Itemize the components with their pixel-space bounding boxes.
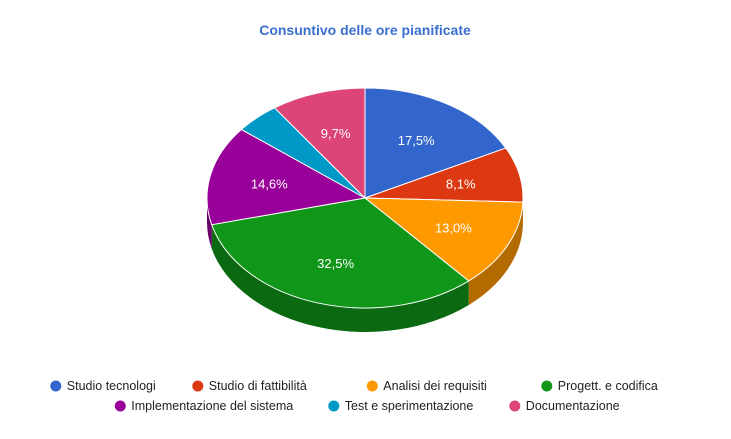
legend-item-studio-di-fattibilita[interactable]: Studio di fattibilità (192, 379, 307, 393)
pie-slice-analisi-dei-requisiti[interactable] (363, 197, 524, 282)
legend-label-analisi-dei-requisiti: Analisi dei requisiti (383, 379, 487, 393)
slice-label-analisi-dei-requisiti: 13,0% (435, 220, 472, 235)
legend-label-documentazione: Documentazione (526, 399, 620, 413)
legend-label-progett-e-codifica: Progett. e codifica (558, 379, 658, 393)
legend: Studio tecnologi Studio di fattibilità Ana… (50, 379, 658, 413)
pie-slice-documentazione[interactable] (273, 87, 366, 200)
legend-label-implementazione-del-sistema: Implementazione del sistema (131, 399, 293, 413)
legend-marker-studio-di-fattibilita (192, 380, 204, 392)
pie-side-implementazione-del-sistema (207, 198, 212, 249)
pie-side-progett-e-codifica (211, 224, 469, 332)
legend-item-documentazione[interactable]: Documentazione (509, 399, 620, 413)
pie-labels: 17,5% 8,1% 13,0% 32,5% 14,6% 9,7% (251, 126, 476, 271)
legend-label-studio-di-fattibilita: Studio di fattibilità (209, 379, 307, 393)
legend-item-analisi-dei-requisiti[interactable]: Analisi dei requisiti (366, 379, 487, 393)
legend-item-test-e-sperimentazione[interactable]: Test e sperimentazione (328, 399, 473, 413)
pie-slice-progett-e-codifica[interactable] (211, 197, 470, 309)
legend-label-test-e-sperimentazione: Test e sperimentazione (345, 399, 474, 413)
legend-item-progett-e-codifica[interactable]: Progett. e codifica (541, 379, 658, 393)
legend-item-implementazione-del-sistema[interactable]: Implementazione del sistema (114, 399, 293, 413)
chart-title: Consuntivo delle ore pianificate (259, 22, 471, 38)
legend-marker-implementazione-del-sistema (114, 400, 126, 412)
pie-slices (206, 87, 524, 309)
slice-label-studio-tecnologi: 17,5% (398, 133, 435, 148)
legend-marker-progett-e-codifica (541, 380, 553, 392)
legend-marker-analisi-dei-requisiti (366, 380, 378, 392)
pie-slice-implementazione-del-sistema[interactable] (206, 128, 367, 226)
slice-label-studio-di-fattibilita: 8,1% (446, 176, 476, 191)
legend-marker-studio-tecnologi (50, 380, 62, 392)
legend-label-studio-tecnologi: Studio tecnologi (67, 379, 156, 393)
slice-label-implementazione-del-sistema: 14,6% (251, 177, 288, 192)
legend-marker-documentazione (509, 400, 521, 412)
pie-slice-studio-tecnologi[interactable] (364, 87, 507, 199)
slice-label-documentazione: 9,7% (321, 126, 351, 141)
legend-marker-test-e-sperimentazione (328, 400, 340, 412)
slice-label-progett-e-codifica: 32,5% (317, 256, 354, 271)
pie-side-analisi-dei-requisiti (468, 202, 523, 305)
legend-item-studio-tecnologi[interactable]: Studio tecnologi (50, 379, 156, 393)
